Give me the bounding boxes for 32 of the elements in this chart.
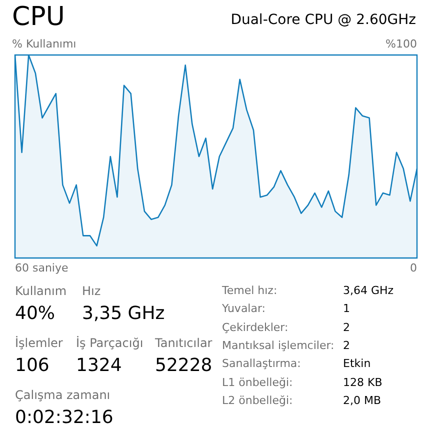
text: 1 xyxy=(343,302,350,316)
chart-subtitle: Dual-Core CPU @ 2.60GHz xyxy=(230,12,416,28)
text: 3,35 GHz xyxy=(82,303,165,324)
text: L1 önbelleği: xyxy=(222,376,293,388)
text: İş Parçacığı xyxy=(76,336,144,350)
text: 2 xyxy=(343,320,350,334)
text: L2 önbelleği: xyxy=(222,394,293,407)
text: Sanallaştırma: xyxy=(222,357,301,370)
text: İşlemler xyxy=(15,336,63,350)
text: 60 saniye xyxy=(15,261,69,274)
text: Tanıtıcılar xyxy=(155,336,212,350)
y-axis-title: % Kullanımı xyxy=(12,37,76,50)
text: Kullanım xyxy=(15,284,67,298)
text: 1324 xyxy=(76,355,122,376)
text: 2 xyxy=(343,338,350,352)
text: %100 xyxy=(386,37,417,50)
text: Hız xyxy=(82,284,101,298)
text: 0 xyxy=(410,261,417,274)
text: Çekirdekler: xyxy=(222,320,288,334)
text: 106 xyxy=(15,355,50,376)
text: 2,0 MB xyxy=(343,394,382,407)
text: 52228 xyxy=(155,355,212,376)
text: 128 KB xyxy=(343,376,382,388)
text: Mantıksal işlemciler: xyxy=(222,338,334,352)
text: 40% xyxy=(15,303,56,324)
text: Yuvalar: xyxy=(222,302,266,316)
text: Etkin xyxy=(343,357,371,370)
text: Temel hız: xyxy=(222,284,278,297)
chart-title: CPU xyxy=(12,2,65,32)
text: 0:02:32:16 xyxy=(15,407,114,428)
text: 3,64 GHz xyxy=(343,284,394,297)
text: Çalışma zamanı xyxy=(15,388,110,402)
